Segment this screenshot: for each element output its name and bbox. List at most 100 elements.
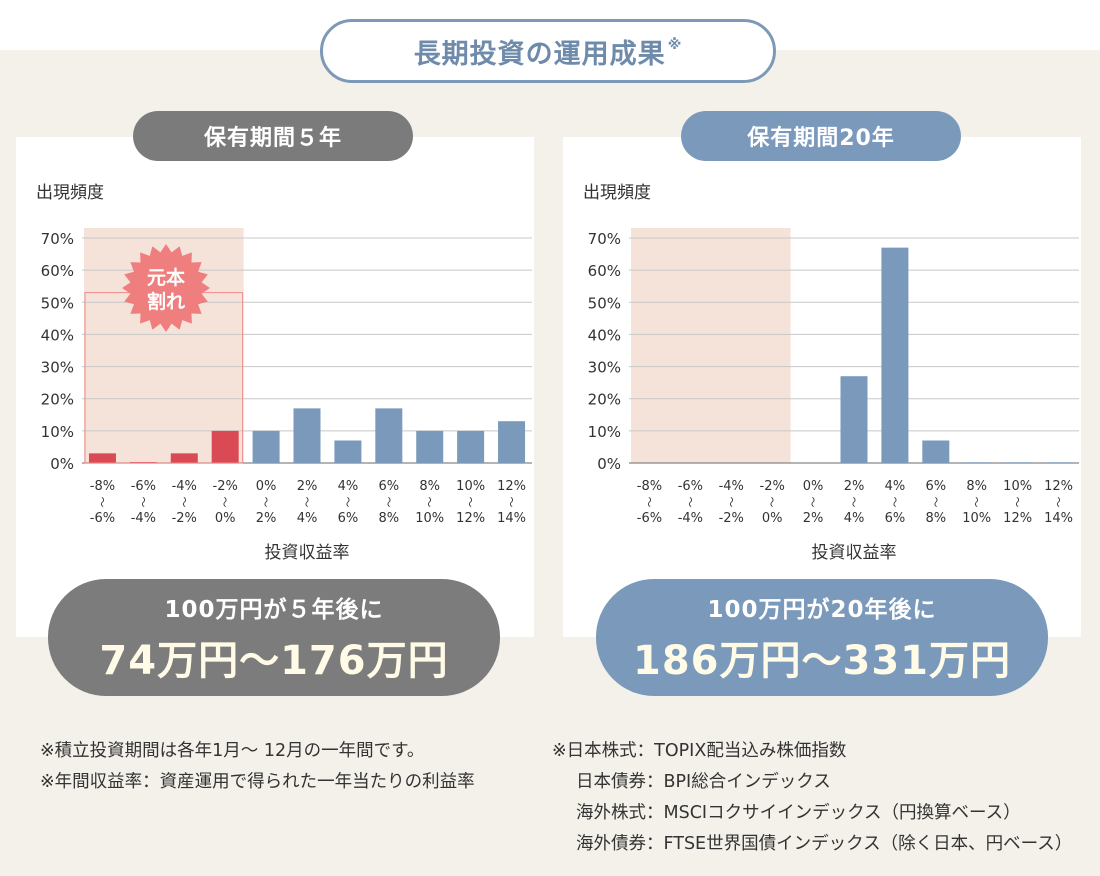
x-tick-label: 〜	[464, 497, 477, 508]
x-tick-label: 12%	[497, 479, 526, 494]
result-5-years: 100万円が５年後に 74万円〜176万円	[48, 579, 500, 696]
x-tick-label: 〜	[1011, 497, 1024, 508]
y-tick-label: 40%	[41, 326, 74, 344]
x-tick-label: 0%	[215, 511, 236, 526]
bar	[252, 430, 280, 463]
page-title-text: 長期投資の運用成果	[413, 38, 666, 70]
x-tick-label: 8%	[966, 479, 987, 494]
result-5-years-range: 74万円〜176万円	[99, 637, 449, 684]
x-tick-label: 10%	[1003, 479, 1032, 494]
y-tick-label: 70%	[41, 230, 74, 248]
x-tick-label: -6%	[678, 479, 703, 494]
x-tick-label: -2%	[760, 479, 785, 494]
bar	[881, 247, 909, 463]
y-tick-label: 20%	[41, 391, 74, 409]
x-tick-label: 〜	[177, 497, 190, 508]
period-label-20-years: 保有期間20年	[681, 111, 961, 161]
x-tick-label: 〜	[136, 497, 149, 508]
y-tick-label: 60%	[41, 262, 74, 280]
note-line: 日本債券：BPI総合インデックス	[576, 772, 831, 792]
loss-zone	[631, 228, 791, 463]
x-tick-label: 2%	[256, 511, 277, 526]
x-tick-label: -8%	[90, 479, 115, 494]
x-tick-label: -6%	[131, 479, 156, 494]
chart-20-years: 0% 10% 20% 30% 40% 50% 60% 70% 出現頻度 -8% 〜 -6% -6% 〜 -4…	[583, 183, 1079, 563]
badge-text: 元本	[147, 266, 185, 289]
badge-text: 割れ	[147, 290, 185, 313]
x-tick-label: 〜	[218, 497, 231, 508]
result-20-years: 100万円が20年後に 186万円〜331万円	[596, 579, 1048, 696]
y-tick-label: 0%	[597, 455, 621, 473]
x-tick-label: 2%	[297, 479, 318, 494]
x-tick-label: 0%	[803, 479, 824, 494]
x-tick-label: 0%	[762, 511, 783, 526]
x-tick-label: 14%	[497, 511, 526, 526]
bar	[88, 453, 116, 463]
x-tick-label: -4%	[131, 511, 156, 526]
x-tick-label: 2%	[844, 479, 865, 494]
x-tick-label: 4%	[844, 511, 865, 526]
x-tick-label: 0%	[256, 479, 277, 494]
x-tick-label: 10%	[415, 511, 444, 526]
bar	[293, 408, 321, 463]
x-tick-label: 〜	[341, 497, 354, 508]
y-axis-label: 出現頻度	[583, 183, 651, 203]
x-tick-label: 〜	[505, 497, 518, 508]
x-tick-label: 12%	[456, 511, 485, 526]
x-tick-label: 〜	[970, 497, 983, 508]
bar	[457, 430, 485, 463]
x-tick-label: 〜	[724, 497, 737, 508]
note-line: 海外株式：MSCIコクサイインデックス（円換算ベース）	[576, 803, 1021, 823]
x-tick-label: 8%	[379, 511, 400, 526]
x-tick-label: 〜	[929, 497, 942, 508]
x-tick-label: 〜	[888, 497, 901, 508]
x-tick-label: -2%	[172, 511, 197, 526]
x-tick-label: 〜	[847, 497, 860, 508]
note-line: ※日本株式：TOPIX配当込み株価指数	[552, 741, 847, 761]
x-tick-label: 4%	[338, 479, 359, 494]
result-20-years-range: 186万円〜331万円	[633, 637, 1011, 684]
x-tick-label: -6%	[637, 511, 662, 526]
x-tick-label: 4%	[885, 479, 906, 494]
x-tick-label: 10%	[456, 479, 485, 494]
bar	[922, 440, 950, 463]
x-tick-label: 〜	[806, 497, 819, 508]
x-tick-label: 〜	[300, 497, 313, 508]
x-tick-label: -8%	[637, 479, 662, 494]
y-tick-label: 20%	[588, 391, 621, 409]
title-note-mark: ※	[667, 37, 683, 53]
y-tick-label: 70%	[588, 230, 621, 248]
notes-right: ※日本株式：TOPIX配当込み株価指数 日本債券：BPI総合インデックス 海外株…	[552, 736, 1072, 860]
y-tick-label: 10%	[588, 423, 621, 441]
x-axis-label: 投資収益率	[265, 543, 350, 563]
y-tick-label: 50%	[588, 294, 621, 312]
x-tick-label: 〜	[382, 497, 395, 508]
x-tick-label: 2%	[803, 511, 824, 526]
bar	[375, 408, 403, 463]
x-tick-label: 12%	[1044, 479, 1073, 494]
x-tick-label: 〜	[259, 497, 272, 508]
x-tick-label: 6%	[338, 511, 359, 526]
note-line: ※積立投資期間は各年1月〜 12月の一年間です。	[40, 741, 425, 761]
notes-left: ※積立投資期間は各年1月〜 12月の一年間です。 ※年間収益率：資産運用で得られ…	[40, 736, 475, 798]
x-tick-label: 14%	[1044, 511, 1073, 526]
y-tick-label: 10%	[41, 423, 74, 441]
y-tick-label: 60%	[588, 262, 621, 280]
x-tick-label: -6%	[90, 511, 115, 526]
y-tick-label: 40%	[588, 326, 621, 344]
x-tick-label: 6%	[926, 479, 947, 494]
bar	[840, 376, 868, 463]
loss-badge	[122, 244, 210, 332]
bar	[498, 421, 526, 463]
y-tick-label: 30%	[41, 359, 74, 377]
y-tick-label: 30%	[588, 359, 621, 377]
x-tick-label: 6%	[379, 479, 400, 494]
result-5-years-caption: 100万円が５年後に	[164, 596, 384, 623]
x-tick-label: 〜	[765, 497, 778, 508]
chart-5-years: 0% 10% 20% 30% 40% 50% 60% 70% 出現頻度 -8% 〜 -6% -6% 〜 -4…	[36, 183, 532, 563]
x-tick-label: 〜	[642, 497, 655, 508]
bar	[170, 453, 198, 463]
y-tick-label: 0%	[50, 455, 74, 473]
bar	[334, 440, 362, 463]
x-tick-label: 〜	[95, 497, 108, 508]
